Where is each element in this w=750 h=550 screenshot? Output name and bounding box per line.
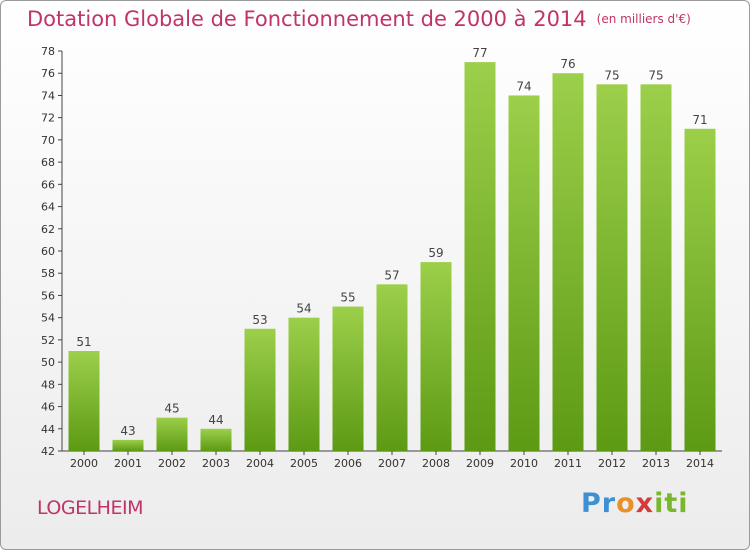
y-tick-label: 62 <box>41 223 55 236</box>
data-label-2010: 74 <box>516 79 531 93</box>
data-label-2014: 71 <box>692 113 707 127</box>
bars-group <box>68 62 716 451</box>
data-label-2006: 55 <box>340 291 355 305</box>
y-tick-label: 50 <box>41 356 55 369</box>
x-tick-label-2001: 2001 <box>114 457 142 470</box>
y-tick-label: 66 <box>41 178 55 191</box>
bar-2004 <box>244 328 276 451</box>
y-tick-label: 48 <box>41 378 55 391</box>
y-tick-label: 54 <box>41 312 55 325</box>
bar-2005 <box>288 317 320 451</box>
x-tick-label-2012: 2012 <box>598 457 626 470</box>
y-tick-label: 74 <box>41 89 55 102</box>
x-tick-label-2013: 2013 <box>642 457 670 470</box>
chart-title: Dotation Globale de Fonctionnement de 20… <box>27 7 587 31</box>
data-label-2007: 57 <box>384 268 399 282</box>
chart-title-block: Dotation Globale de Fonctionnement de 20… <box>27 7 691 31</box>
bar-2008 <box>420 262 452 451</box>
bar-2000 <box>68 351 100 451</box>
data-label-2000: 51 <box>76 335 91 349</box>
bar-2009 <box>464 62 496 451</box>
x-tick-label-2003: 2003 <box>202 457 230 470</box>
proxiti-logo: Proxiti <box>581 488 689 519</box>
bar-2010 <box>508 95 540 451</box>
data-label-2008: 59 <box>428 246 443 260</box>
data-label-2013: 75 <box>648 68 663 82</box>
y-tick-label: 70 <box>41 134 55 147</box>
y-tick-label: 52 <box>41 334 55 347</box>
data-labels-group: 51 43 45 44 53 54 55 57 59 77 74 76 75 75 71 <box>76 46 707 438</box>
data-label-2004: 53 <box>252 313 267 327</box>
bar-2002 <box>156 417 188 451</box>
x-tick-label-2006: 2006 <box>334 457 362 470</box>
x-tick-label-2011: 2011 <box>554 457 582 470</box>
data-label-2001: 43 <box>120 424 135 438</box>
bar-2013 <box>640 84 672 451</box>
data-label-2003: 44 <box>208 413 223 427</box>
x-tick-label-2014: 2014 <box>686 457 714 470</box>
y-tick-label: 64 <box>41 201 55 214</box>
x-tick-label-2007: 2007 <box>378 457 406 470</box>
bar-2007 <box>376 284 408 451</box>
axes: 42 44 46 48 50 52 54 56 58 60 62 64 66 68 70 72 74 76 78 20… <box>41 45 722 470</box>
data-label-2011: 76 <box>560 57 575 71</box>
y-tick-label: 56 <box>41 289 55 302</box>
x-tick-label-2000: 2000 <box>70 457 98 470</box>
commune-name: LOGELHEIM <box>37 497 143 519</box>
bar-2012 <box>596 84 628 451</box>
y-tick-label: 44 <box>41 423 55 436</box>
bar-2014 <box>684 128 716 451</box>
data-label-2005: 54 <box>296 302 311 316</box>
data-label-2002: 45 <box>164 402 179 416</box>
y-tick-label: 76 <box>41 67 55 80</box>
x-tick-label-2008: 2008 <box>422 457 450 470</box>
data-label-2009: 77 <box>472 46 487 60</box>
y-tick-label: 46 <box>41 401 55 414</box>
data-label-2012: 75 <box>604 68 619 82</box>
bar-2001 <box>112 439 144 451</box>
x-tick-label-2002: 2002 <box>158 457 186 470</box>
chart-unit: (en milliers d'€) <box>596 12 691 26</box>
y-tick-label: 60 <box>41 245 55 258</box>
x-tick-label-2009: 2009 <box>466 457 494 470</box>
x-tick-label-2004: 2004 <box>246 457 274 470</box>
bar-2006 <box>332 306 364 451</box>
x-tick-label-2005: 2005 <box>290 457 318 470</box>
y-tick-label: 42 <box>41 445 55 458</box>
y-tick-label: 58 <box>41 267 55 280</box>
x-tick-label-2010: 2010 <box>510 457 538 470</box>
y-tick-label: 68 <box>41 156 55 169</box>
bar-2003 <box>200 428 232 451</box>
y-tick-label: 78 <box>41 45 55 58</box>
bar-2011 <box>552 73 584 451</box>
y-tick-label: 72 <box>41 112 55 125</box>
